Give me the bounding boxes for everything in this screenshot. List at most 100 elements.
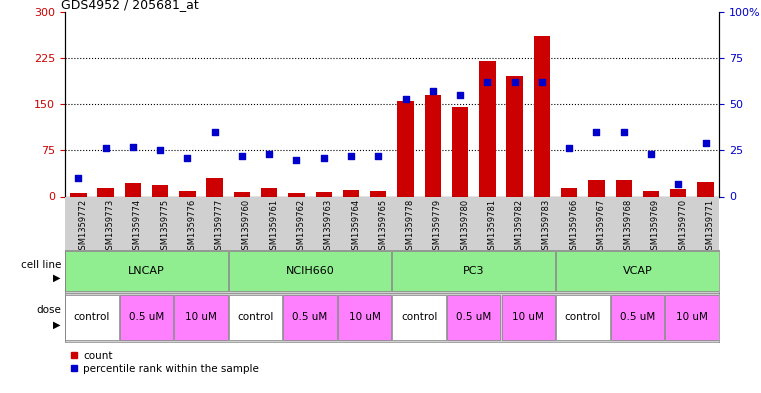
- Text: ▶: ▶: [53, 273, 61, 283]
- Bar: [425, 95, 441, 196]
- Point: [209, 129, 221, 135]
- Point: [591, 129, 603, 135]
- Text: 0.5 uM: 0.5 uM: [129, 312, 164, 322]
- Point: [454, 92, 466, 98]
- Text: GSM1359760: GSM1359760: [242, 199, 251, 255]
- Text: 10 uM: 10 uM: [185, 312, 217, 322]
- Text: control: control: [74, 312, 110, 322]
- FancyBboxPatch shape: [556, 251, 718, 291]
- Text: GSM1359782: GSM1359782: [514, 199, 524, 255]
- Point: [372, 153, 384, 159]
- Bar: [697, 182, 714, 196]
- Text: VCAP: VCAP: [622, 266, 652, 276]
- Text: 0.5 uM: 0.5 uM: [456, 312, 492, 322]
- Bar: [588, 180, 605, 196]
- FancyBboxPatch shape: [229, 251, 391, 291]
- Text: GSM1359762: GSM1359762: [297, 199, 305, 255]
- Bar: [180, 191, 196, 196]
- Text: GSM1359780: GSM1359780: [460, 199, 469, 255]
- Text: 0.5 uM: 0.5 uM: [292, 312, 328, 322]
- Text: GSM1359773: GSM1359773: [106, 199, 115, 255]
- Bar: [616, 180, 632, 196]
- FancyBboxPatch shape: [447, 295, 501, 340]
- Bar: [397, 101, 414, 196]
- Text: GSM1359776: GSM1359776: [187, 199, 196, 255]
- Text: GSM1359770: GSM1359770: [678, 199, 687, 255]
- Bar: [643, 191, 659, 196]
- Bar: [561, 188, 578, 196]
- Text: control: control: [237, 312, 274, 322]
- Point: [181, 154, 193, 161]
- Point: [427, 88, 439, 94]
- Point: [645, 151, 657, 157]
- FancyBboxPatch shape: [338, 295, 391, 340]
- Text: GSM1359765: GSM1359765: [378, 199, 387, 255]
- Bar: [152, 185, 168, 196]
- FancyBboxPatch shape: [283, 295, 337, 340]
- Text: 10 uM: 10 uM: [349, 312, 380, 322]
- Text: LNCAP: LNCAP: [128, 266, 165, 276]
- Bar: [316, 192, 332, 196]
- Point: [672, 180, 684, 187]
- Text: GDS4952 / 205681_at: GDS4952 / 205681_at: [62, 0, 199, 11]
- Bar: [343, 190, 359, 196]
- Text: GSM1359779: GSM1359779: [433, 199, 442, 255]
- Bar: [97, 189, 114, 196]
- Text: control: control: [565, 312, 601, 322]
- Text: GSM1359783: GSM1359783: [542, 199, 551, 255]
- Text: NCIH660: NCIH660: [285, 266, 335, 276]
- Text: cell line: cell line: [21, 260, 61, 270]
- Legend: count, percentile rank within the sample: count, percentile rank within the sample: [70, 351, 260, 374]
- Bar: [70, 193, 87, 196]
- Point: [699, 140, 712, 146]
- Point: [317, 154, 330, 161]
- FancyBboxPatch shape: [229, 295, 282, 340]
- FancyBboxPatch shape: [393, 251, 555, 291]
- Text: GSM1359764: GSM1359764: [351, 199, 360, 255]
- Text: PC3: PC3: [463, 266, 485, 276]
- Text: ▶: ▶: [53, 320, 61, 330]
- FancyBboxPatch shape: [174, 295, 228, 340]
- Point: [72, 175, 84, 181]
- FancyBboxPatch shape: [65, 295, 119, 340]
- Bar: [533, 37, 550, 197]
- Point: [127, 143, 139, 150]
- Point: [481, 79, 493, 85]
- Bar: [125, 183, 141, 196]
- Text: GSM1359774: GSM1359774: [133, 199, 142, 255]
- Text: GSM1359777: GSM1359777: [215, 199, 224, 255]
- Point: [536, 79, 548, 85]
- Text: 10 uM: 10 uM: [676, 312, 708, 322]
- FancyBboxPatch shape: [665, 295, 718, 340]
- Point: [154, 147, 166, 153]
- Text: GSM1359761: GSM1359761: [269, 199, 279, 255]
- Text: GSM1359763: GSM1359763: [323, 199, 333, 255]
- FancyBboxPatch shape: [393, 295, 446, 340]
- Text: GSM1359767: GSM1359767: [597, 199, 606, 255]
- FancyBboxPatch shape: [610, 295, 664, 340]
- Bar: [479, 61, 495, 196]
- Text: GSM1359769: GSM1359769: [651, 199, 660, 255]
- Bar: [452, 107, 468, 196]
- Point: [263, 151, 275, 157]
- Text: 0.5 uM: 0.5 uM: [619, 312, 655, 322]
- Text: dose: dose: [36, 305, 61, 315]
- Text: GSM1359766: GSM1359766: [569, 199, 578, 255]
- Point: [291, 156, 303, 163]
- FancyBboxPatch shape: [556, 295, 610, 340]
- Point: [618, 129, 630, 135]
- Text: GSM1359781: GSM1359781: [487, 199, 496, 255]
- Text: GSM1359768: GSM1359768: [624, 199, 632, 255]
- Bar: [670, 189, 686, 196]
- Point: [236, 153, 248, 159]
- Bar: [206, 178, 223, 196]
- Point: [563, 145, 575, 152]
- FancyBboxPatch shape: [65, 251, 228, 291]
- Text: GSM1359772: GSM1359772: [78, 199, 88, 255]
- FancyBboxPatch shape: [119, 295, 174, 340]
- Bar: [288, 193, 304, 196]
- Point: [400, 95, 412, 102]
- Bar: [507, 76, 523, 196]
- Text: GSM1359775: GSM1359775: [160, 199, 169, 255]
- FancyBboxPatch shape: [501, 295, 555, 340]
